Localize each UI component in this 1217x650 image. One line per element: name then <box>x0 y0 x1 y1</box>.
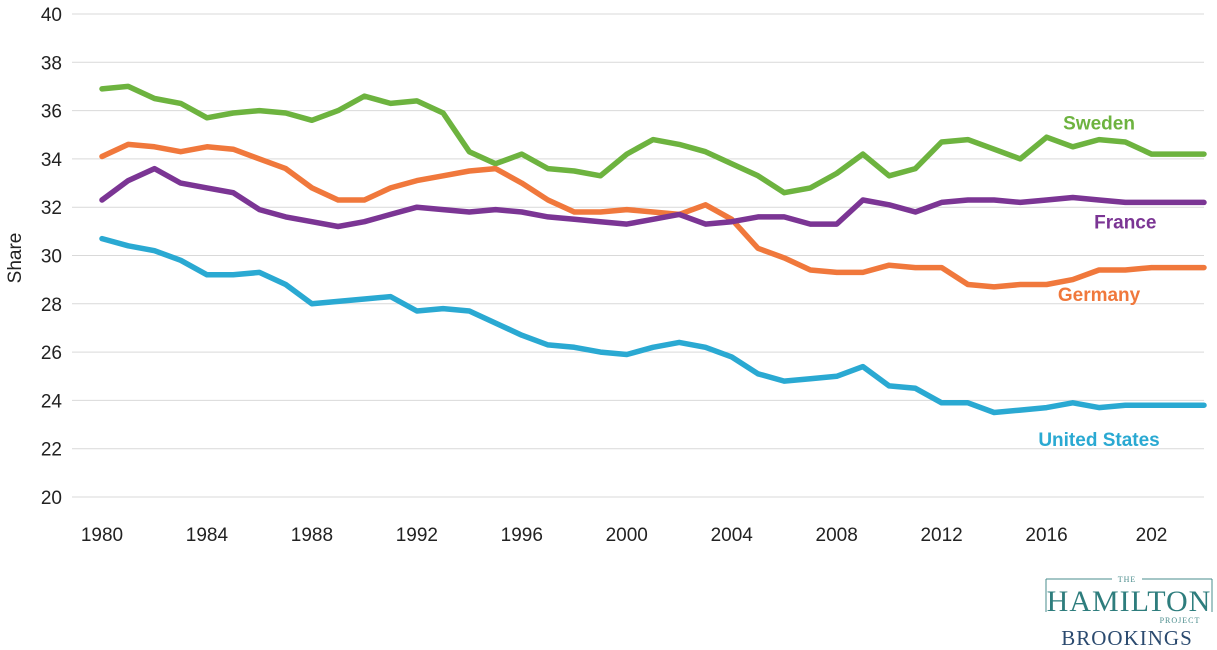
x-tick-label: 1980 <box>81 525 123 546</box>
y-tick-label: 34 <box>41 150 63 171</box>
series-line-germany <box>99 141 1207 290</box>
y-axis-title: Share <box>5 233 26 284</box>
brookings-logo: BROOKINGS <box>1061 626 1193 650</box>
x-tick-label: 2004 <box>711 525 754 546</box>
x-tick-label: 2016 <box>1025 525 1067 546</box>
y-axis-ticks: 20 22 24 26 28 30 32 34 36 38 40 <box>41 5 63 509</box>
x-tick-label: 1984 <box>186 525 229 546</box>
y-tick-label: 36 <box>41 102 62 123</box>
x-tick-label: 2000 <box>606 525 648 546</box>
series-label-sweden: Sweden <box>1063 114 1135 135</box>
series-label-germany: Germany <box>1058 285 1141 306</box>
y-tick-label: 20 <box>41 488 62 509</box>
x-tick-label: 1988 <box>291 525 333 546</box>
gridlines <box>72 13 1204 498</box>
y-tick-label: 22 <box>41 440 62 461</box>
y-tick-label: 32 <box>41 198 62 219</box>
y-tick-label: 40 <box>41 5 62 26</box>
series-label-france: France <box>1094 213 1156 234</box>
series-line-sweden <box>99 83 1207 196</box>
y-tick-label: 26 <box>41 343 62 364</box>
hamilton-logo-top: THE <box>1118 575 1137 584</box>
x-tick-label: 2012 <box>920 525 962 546</box>
x-tick-label: 2008 <box>816 525 858 546</box>
y-tick-label: 30 <box>41 247 62 268</box>
x-tick-label: 1992 <box>396 525 438 546</box>
hamilton-logo-bottom: PROJECT <box>1160 616 1201 625</box>
x-tick-label: 1996 <box>501 525 543 546</box>
hamilton-project-logo: THE HAMILTON PROJECT <box>1045 575 1213 625</box>
x-axis-ticks: 1980 1984 1988 1992 1996 2000 2004 2008 2012 2016… <box>81 525 1168 546</box>
y-tick-label: 24 <box>41 391 63 412</box>
y-tick-label: 38 <box>41 53 62 74</box>
y-tick-label: 28 <box>41 295 62 316</box>
series-label-united-states: United States <box>1038 430 1159 451</box>
hamilton-logo-main: HAMILTON <box>1047 585 1212 618</box>
series-line-france <box>99 165 1207 230</box>
series-line-united-states <box>99 235 1207 416</box>
series-labels: Sweden Germany France United States <box>1038 114 1159 451</box>
x-tick-label: 202 <box>1136 525 1168 546</box>
series-lines <box>99 83 1207 416</box>
